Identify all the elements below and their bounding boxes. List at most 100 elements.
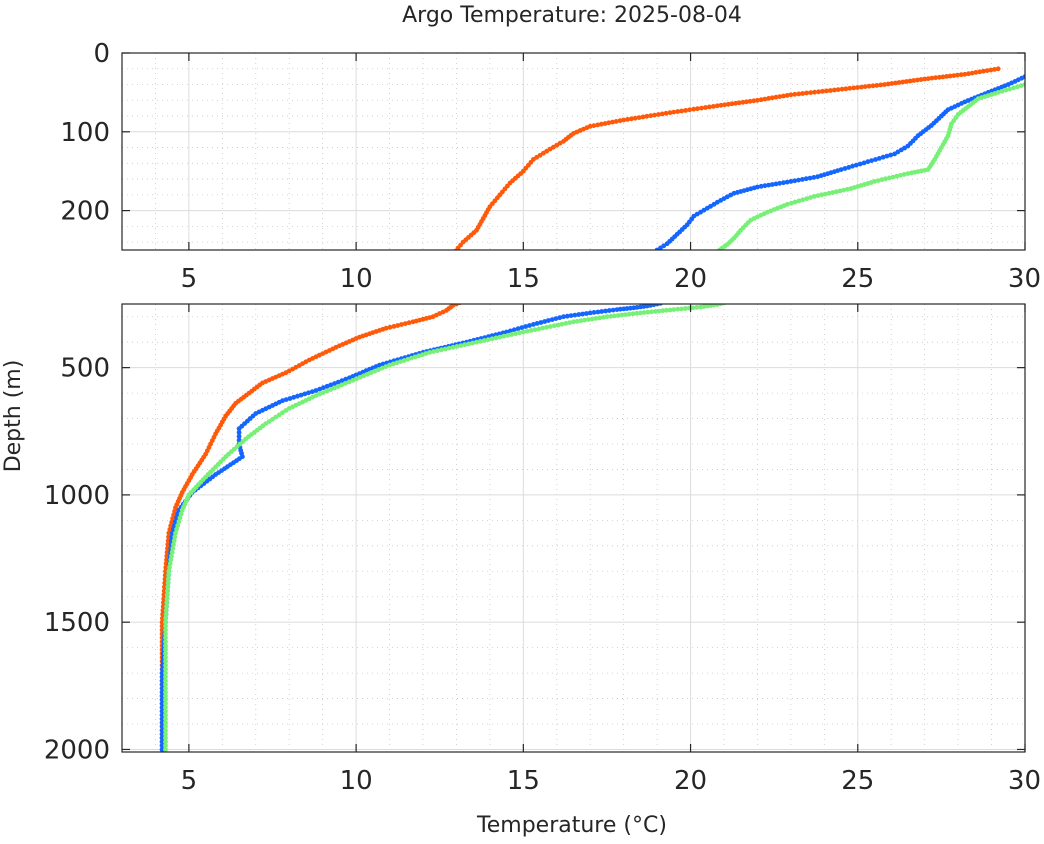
data-point [163,615,169,621]
data-point [372,368,378,374]
data-point [513,331,518,337]
data-point [291,394,297,400]
data-point [606,120,612,126]
data-point [922,76,928,82]
data-point [332,381,337,386]
data-point [888,152,894,158]
data-point [835,87,841,92]
data-point [159,686,165,691]
data-point [901,172,907,177]
data-point [875,178,881,184]
x-tick-label: 10 [340,264,373,294]
data-point [769,95,775,101]
data-point [167,561,173,566]
data-point [1018,83,1024,88]
data-point [893,80,898,86]
x-tick-label: 20 [674,264,707,294]
data-point [568,313,574,318]
data-point [839,86,845,92]
data-point [595,309,601,315]
data-point [687,107,692,113]
data-point [455,245,461,250]
x-tick-label: 15 [507,766,540,796]
data-point [889,81,895,86]
data-point [163,743,168,748]
data-point [335,379,341,385]
data-point [163,639,168,645]
data-point [800,177,805,182]
x-axis-label: Temperature (°C) [476,813,667,838]
data-point [1015,84,1020,90]
lower-minor-grid [121,304,1025,752]
data-point [287,396,293,401]
data-point [740,99,746,105]
data-point [747,98,753,104]
data-point [509,332,514,337]
data-point [519,325,525,330]
data-point [977,69,983,75]
data-point [165,584,171,590]
data-point [679,108,685,114]
data-point [159,739,165,745]
data-point [804,90,810,96]
data-point [610,307,616,313]
data-point [667,307,673,313]
data-point [714,103,720,109]
data-point [751,98,757,104]
data-point [608,313,614,319]
x-tick-label: 30 [1008,264,1041,294]
lower-plot-frame [121,303,1026,753]
data-point [762,96,768,102]
data-point [474,339,479,345]
data-point [973,70,979,75]
data-point [890,174,896,180]
data-point [538,320,544,325]
data-point [163,655,168,660]
data-point [663,110,669,116]
data-point [175,511,181,517]
data-point [636,115,642,120]
data-point [354,376,359,382]
data-point [159,697,165,703]
data-point [317,386,323,392]
data-point [165,538,171,544]
data-point [298,392,304,398]
data-point [159,689,165,695]
data-point [589,316,595,322]
data-point [170,546,176,551]
data-point [163,735,168,741]
data-point [703,105,708,110]
data-point [162,584,167,590]
data-point [164,604,169,609]
data-point [159,731,165,737]
data-point [159,682,165,687]
data-point [542,319,548,324]
data-point [915,77,920,83]
data-point [885,81,891,87]
data-point [236,430,242,435]
data-point [450,344,456,350]
data-point [613,119,619,124]
data-point [644,113,650,119]
data-point [161,592,167,598]
data-point [988,67,994,73]
data-point [427,350,433,355]
data-point [159,728,165,733]
data-point [894,173,900,179]
data-point [165,546,170,551]
data-point [163,666,168,672]
data-point [435,348,440,354]
data-point [896,80,902,85]
data-point [163,701,168,706]
data-point [439,347,444,353]
data-point [933,75,938,81]
data-point [572,312,578,318]
data-point [882,82,887,87]
data-point [161,588,167,594]
data-point [634,310,640,316]
data-point [170,526,176,532]
data-point [406,320,412,326]
data-point [869,158,874,164]
data-point [828,88,833,93]
